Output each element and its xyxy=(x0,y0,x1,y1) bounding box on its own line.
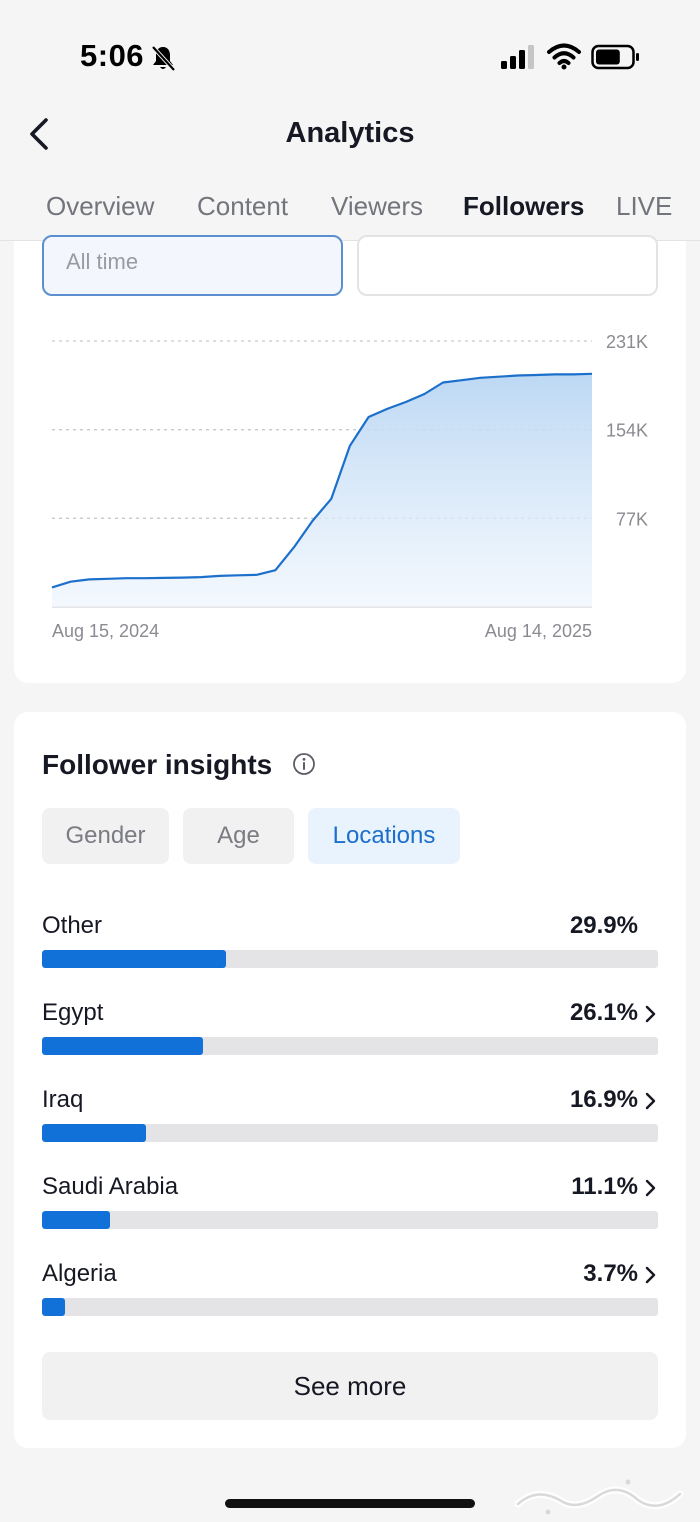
tab-viewers[interactable]: Viewers xyxy=(331,191,424,221)
location-row[interactable]: Egypt 26.1% xyxy=(42,999,658,1069)
x-tick-label: Aug 15, 2024 xyxy=(52,621,159,641)
segment-age[interactable]: Age xyxy=(183,808,294,864)
insights-title: Follower insights xyxy=(42,749,273,780)
page-title: Analytics xyxy=(285,117,415,149)
home-indicator xyxy=(225,1499,475,1508)
location-bar-track xyxy=(42,1124,658,1142)
followers-chart-card: 231K 154K 77K Aug 15, 2024 Aug 14, 2025 All … xyxy=(14,235,686,683)
status-time: 5:06 xyxy=(80,38,145,73)
location-percentage: 16.9% xyxy=(569,1086,638,1113)
status-bar: 5:06 xyxy=(0,0,700,110)
location-bar-track xyxy=(42,1037,658,1055)
chevron-right-icon[interactable] xyxy=(644,1003,658,1025)
location-row[interactable]: Iraq 16.9% xyxy=(42,1086,658,1156)
see-more-button[interactable]: See more xyxy=(42,1352,658,1420)
location-percentage: 29.9% xyxy=(569,912,638,939)
location-bar-fill xyxy=(42,950,227,968)
series-area xyxy=(52,373,592,607)
chevron-right-icon[interactable] xyxy=(644,1090,658,1112)
location-name: Algeria xyxy=(42,1260,117,1287)
tab-overview[interactable]: Overview xyxy=(46,191,155,221)
location-row[interactable]: Algeria 3.7% xyxy=(42,1260,658,1330)
location-name: Other xyxy=(42,912,103,939)
date-range-value: All time xyxy=(66,249,139,274)
bell-off-icon xyxy=(151,45,176,72)
x-tick-label: Aug 14, 2025 xyxy=(485,621,592,641)
segment-gender[interactable]: Gender xyxy=(42,808,169,864)
header: Analytics xyxy=(0,100,700,170)
tab-content[interactable]: Content xyxy=(197,191,289,221)
location-name: Egypt xyxy=(42,999,104,1026)
series-line xyxy=(51,372,593,589)
location-name: Saudi Arabia xyxy=(42,1173,179,1200)
wifi-icon xyxy=(547,43,581,70)
tab-followers[interactable]: Followers xyxy=(463,191,585,221)
chevron-right-icon[interactable] xyxy=(644,1177,658,1199)
followers-chart: 231K 154K 77K Aug 15, 2024 Aug 14, 2025 xyxy=(51,332,648,641)
tab-bar: Overview Content Viewers Followers LIVE xyxy=(0,175,700,241)
tab-live[interactable]: LIVE xyxy=(616,191,673,221)
location-percentage: 26.1% xyxy=(569,999,638,1026)
location-percentage: 3.7% xyxy=(583,1260,638,1287)
location-bar-fill xyxy=(42,1037,203,1055)
chevron-right-icon[interactable] xyxy=(644,1264,658,1286)
follower-insights-card: Follower insights Gender Age Locations O… xyxy=(14,712,686,1448)
secondary-select[interactable] xyxy=(357,235,658,296)
location-bar-track xyxy=(42,1298,658,1316)
cellular-signal-icon xyxy=(501,45,534,69)
segment-locations[interactable]: Locations xyxy=(308,808,460,864)
location-bar-track xyxy=(42,950,658,968)
y-tick-label: 231K xyxy=(606,332,648,352)
location-percentage: 11.1% xyxy=(571,1173,638,1200)
location-bar-fill xyxy=(42,1211,111,1229)
location-bar-fill xyxy=(42,1298,65,1316)
date-range-select[interactable]: All time xyxy=(42,235,343,296)
location-bar-fill xyxy=(42,1124,147,1142)
location-row: Other 29.9% xyxy=(42,912,658,982)
back-button[interactable] xyxy=(22,112,58,156)
info-icon[interactable] xyxy=(292,752,316,776)
y-tick-label: 154K xyxy=(606,421,648,441)
watermark-logo xyxy=(514,1479,684,1515)
location-row[interactable]: Saudi Arabia 11.1% xyxy=(42,1173,658,1243)
y-tick-label: 77K xyxy=(616,509,648,529)
location-name: Iraq xyxy=(42,1086,84,1113)
location-bar-track xyxy=(42,1211,658,1229)
battery-icon xyxy=(591,44,639,70)
